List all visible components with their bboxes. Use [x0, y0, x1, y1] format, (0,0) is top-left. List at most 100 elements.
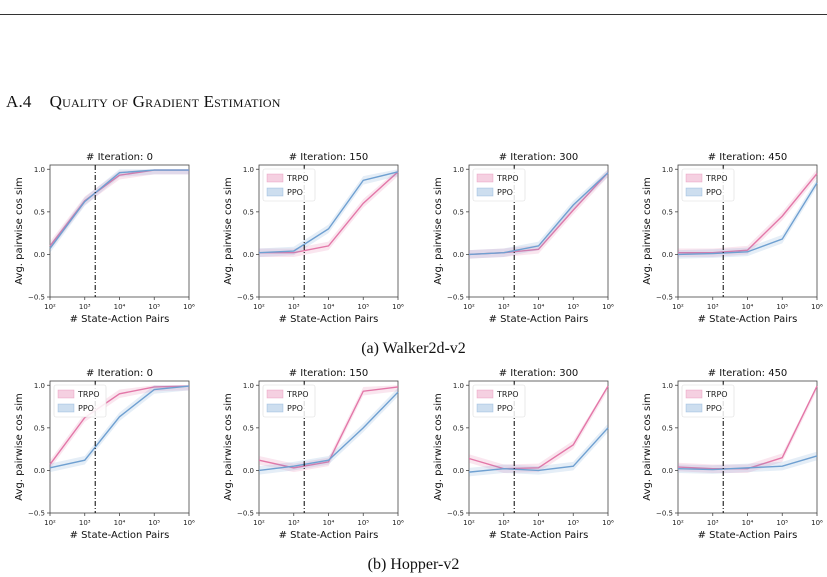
legend-box: [472, 168, 526, 202]
x-tick-label: 10³: [498, 303, 510, 311]
y-tick-label: 0.0: [34, 467, 45, 475]
chart-panel: −0.5 0.0 0.5 1.0 10² 10³ 10⁴ 10⁵ 10⁶ # Iteration:…: [223, 368, 404, 541]
x-tick-label: 10³: [288, 519, 300, 527]
chart-title: # Iteration: 450: [708, 152, 788, 163]
chart-panel: −0.5 0.0 0.5 1.0 10² 10³ 10⁴ 10⁵ 10⁶ # Iteration:…: [14, 152, 195, 325]
legend-box: [472, 384, 526, 418]
x-axis-label: # State-Action Pairs: [698, 530, 798, 541]
y-tick-label: −0.5: [447, 510, 464, 518]
series-line: [258, 391, 399, 472]
legend: TRPO PPO: [681, 384, 735, 418]
legend: TRPO PPO: [681, 168, 735, 202]
y-axis-label: Avg. pairwise cos sim: [14, 177, 25, 284]
y-tick-label: 0.0: [662, 467, 673, 475]
series-line: [677, 182, 818, 256]
y-tick-label: 0.5: [243, 208, 254, 216]
y-tick-label: −0.5: [656, 294, 673, 302]
legend-label: TRPO: [705, 390, 728, 399]
legend-swatch: [476, 403, 494, 413]
x-tick-label: 10²: [672, 519, 684, 527]
confidence-band: [678, 451, 817, 474]
series-line: [49, 385, 190, 469]
section-title: Quality of Gradient Estimation: [49, 92, 281, 111]
chart-panel: −0.5 0.0 0.5 1.0 10² 10³ 10⁴ 10⁵ 10⁶ # Iteration:…: [642, 152, 823, 325]
chart-title: # Iteration: 0: [86, 368, 153, 379]
y-tick-label: −0.5: [656, 510, 673, 518]
x-tick-label: 10³: [498, 519, 510, 527]
legend-label: TRPO: [705, 174, 728, 183]
y-tick-label: −0.5: [237, 294, 254, 302]
y-tick-label: 0.5: [34, 208, 45, 216]
x-axis-label: # State-Action Pairs: [70, 314, 170, 325]
y-tick-label: 0.0: [243, 467, 254, 475]
x-tick-label: 10⁴: [742, 303, 754, 311]
legend-box: [262, 384, 316, 418]
legend-swatch: [685, 173, 703, 183]
y-axis-label: Avg. pairwise cos sim: [642, 393, 653, 500]
x-tick-label: 10⁴: [323, 519, 335, 527]
series-line: [678, 173, 818, 254]
legend-label: PPO: [287, 404, 303, 413]
x-tick-label: 10⁶: [602, 303, 614, 311]
y-tick-label: 1.0: [662, 166, 673, 174]
y-tick-label: 1.0: [243, 382, 254, 390]
x-tick-label: 10³: [79, 303, 91, 311]
y-tick-label: 0.5: [453, 424, 464, 432]
x-tick-label: 10²: [672, 303, 684, 311]
section-heading: A.4 Quality of Gradient Estimation: [6, 92, 281, 112]
y-axis-label: Avg. pairwise cos sim: [433, 177, 444, 284]
y-axis-label: Avg. pairwise cos sim: [223, 393, 234, 500]
y-tick-label: 0.0: [453, 467, 464, 475]
legend-swatch: [266, 173, 284, 183]
x-axis-label: # State-Action Pairs: [70, 530, 170, 541]
legend-swatch: [685, 187, 703, 197]
y-axis-label: Avg. pairwise cos sim: [433, 393, 444, 500]
x-tick-label: 10⁵: [567, 519, 579, 527]
x-tick-label: 10²: [44, 303, 56, 311]
legend: TRPO PPO: [472, 384, 526, 418]
x-axis-label: # State-Action Pairs: [489, 314, 589, 325]
x-tick-label: 10⁶: [392, 303, 404, 311]
series-line: [258, 171, 399, 254]
legend: TRPO PPO: [262, 168, 316, 202]
legend-swatch: [57, 403, 75, 413]
chart-panel: −0.5 0.0 0.5 1.0 10² 10³ 10⁴ 10⁵ 10⁶ # Iteration:…: [433, 152, 614, 325]
plot-frame: [49, 164, 190, 298]
legend-swatch: [476, 173, 494, 183]
legend-label: PPO: [78, 404, 94, 413]
legend-label: TRPO: [496, 174, 519, 183]
chart-title: # Iteration: 150: [289, 152, 369, 163]
x-tick-label: 10³: [79, 519, 91, 527]
series-line: [468, 427, 609, 473]
legend-swatch: [266, 187, 284, 197]
y-tick-label: −0.5: [237, 510, 254, 518]
chart-title: # Iteration: 450: [708, 368, 788, 379]
chart-panel: −0.5 0.0 0.5 1.0 10² 10³ 10⁴ 10⁵ 10⁶ # Iteration:…: [223, 152, 404, 325]
x-tick-label: 10²: [463, 303, 475, 311]
y-tick-label: 1.0: [243, 166, 254, 174]
chart-title: # Iteration: 300: [499, 152, 579, 163]
x-tick-label: 10⁵: [567, 303, 579, 311]
x-tick-label: 10⁴: [114, 303, 126, 311]
confidence-band: [469, 169, 608, 259]
y-tick-label: 1.0: [34, 382, 45, 390]
x-tick-label: 10⁶: [183, 303, 195, 311]
x-tick-label: 10³: [707, 303, 719, 311]
top-rule: [0, 14, 827, 15]
series-line: [49, 169, 189, 249]
series-line: [258, 386, 399, 469]
legend-label: PPO: [287, 188, 303, 197]
caption-walker2d: (a) Walker2d-v2: [361, 340, 466, 357]
legend-box: [681, 168, 735, 202]
x-tick-label: 10⁴: [533, 519, 545, 527]
chart-title: # Iteration: 300: [499, 368, 579, 379]
x-tick-label: 10⁵: [776, 303, 788, 311]
x-axis-label: # State-Action Pairs: [698, 314, 798, 325]
y-tick-label: 1.0: [662, 382, 673, 390]
chart-title: # Iteration: 0: [86, 152, 153, 163]
x-tick-label: 10⁵: [357, 519, 369, 527]
y-tick-label: 0.5: [34, 424, 45, 432]
x-tick-label: 10⁵: [148, 519, 160, 527]
confidence-band: [469, 169, 608, 259]
caption-hopper: (b) Hopper-v2: [367, 556, 460, 573]
